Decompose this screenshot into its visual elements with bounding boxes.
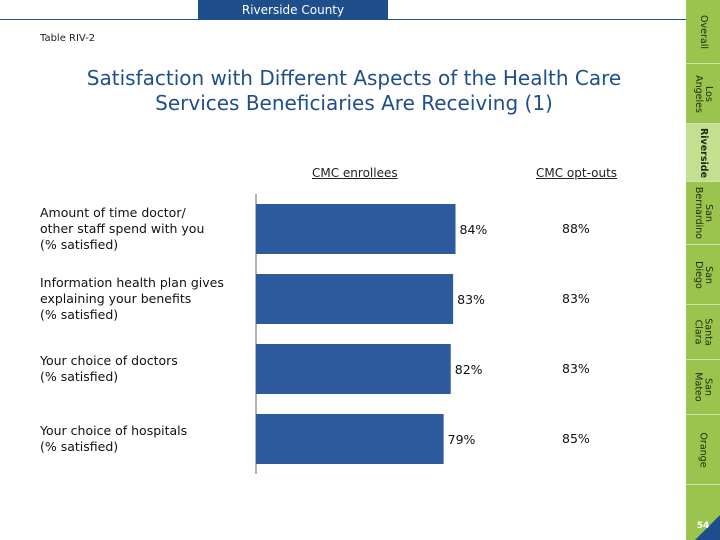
enrollee-value-label: 84% <box>460 222 488 237</box>
enrollee-bar <box>256 344 451 394</box>
opt-out-value-label: 83% <box>562 291 590 306</box>
column-header-enrollees: CMC enrollees <box>312 166 398 180</box>
bar-chart: 84% 83% 82% 79% <box>255 194 488 474</box>
header-rule <box>0 19 686 20</box>
enrollee-value-label: 79% <box>448 432 476 447</box>
sidebar-tab[interactable]: San Diego <box>686 245 720 305</box>
page-number: 54 <box>696 521 710 531</box>
sidebar-tab[interactable]: Riverside <box>686 124 720 182</box>
sidebar-tab-label: Los Angeles <box>693 74 714 113</box>
sidebar-tab[interactable]: Overall <box>686 0 720 64</box>
sidebar-tab[interactable]: San Bernardino <box>686 182 720 245</box>
sidebar-tab-label: Riverside <box>698 127 710 178</box>
title-line-1: Satisfaction with Different Aspects of t… <box>86 66 622 90</box>
row-label: Amount of time doctor/other staff spend … <box>40 205 205 252</box>
opt-out-value-label: 85% <box>562 431 590 446</box>
enrollee-bar <box>256 274 454 324</box>
column-header-opt-outs: CMC opt-outs <box>536 166 618 180</box>
page-corner-icon <box>686 505 720 540</box>
opt-out-value-label: 83% <box>562 361 590 376</box>
sidebar-tab-label: Overall <box>697 14 709 49</box>
sidebar-tab-label: Orange <box>698 431 710 468</box>
sidebar-tab[interactable]: San Mateo <box>686 360 720 415</box>
title-line-2: Services Beneficiaries Are Receiving (1) <box>155 91 553 115</box>
enrollee-value-label: 83% <box>457 292 485 307</box>
enrollee-bar <box>256 204 456 254</box>
sidebar-tab-label: San Mateo <box>693 372 714 402</box>
sidebar-tab[interactable]: Santa Clara <box>686 305 720 360</box>
sidebar-tab-label: Santa Clara <box>692 318 714 346</box>
opt-out-value-label: 88% <box>562 221 590 236</box>
row-label: Your choice of doctors (% satisfied) <box>40 353 178 384</box>
sidebar-tab[interactable]: Los Angeles <box>686 64 720 124</box>
row-label: Information health plan gives explaining … <box>40 275 224 322</box>
county-banner: Riverside County <box>198 0 388 20</box>
page-title: Satisfaction with Different Aspects of t… <box>20 66 688 116</box>
sidebar-tab-label: San Bernardino <box>693 186 714 240</box>
enrollee-bar <box>256 414 444 464</box>
table-id: Table RIV-2 <box>40 33 96 44</box>
county-sidebar: Overall Los Angeles Riverside San Bernardino S… <box>686 0 720 540</box>
enrollee-value-label: 82% <box>455 362 483 377</box>
sidebar-tab[interactable]: Orange <box>686 415 720 485</box>
row-label: Your choice of hospitals (% satisfied) <box>40 423 188 454</box>
sidebar-tab-label: San Diego <box>693 260 714 289</box>
